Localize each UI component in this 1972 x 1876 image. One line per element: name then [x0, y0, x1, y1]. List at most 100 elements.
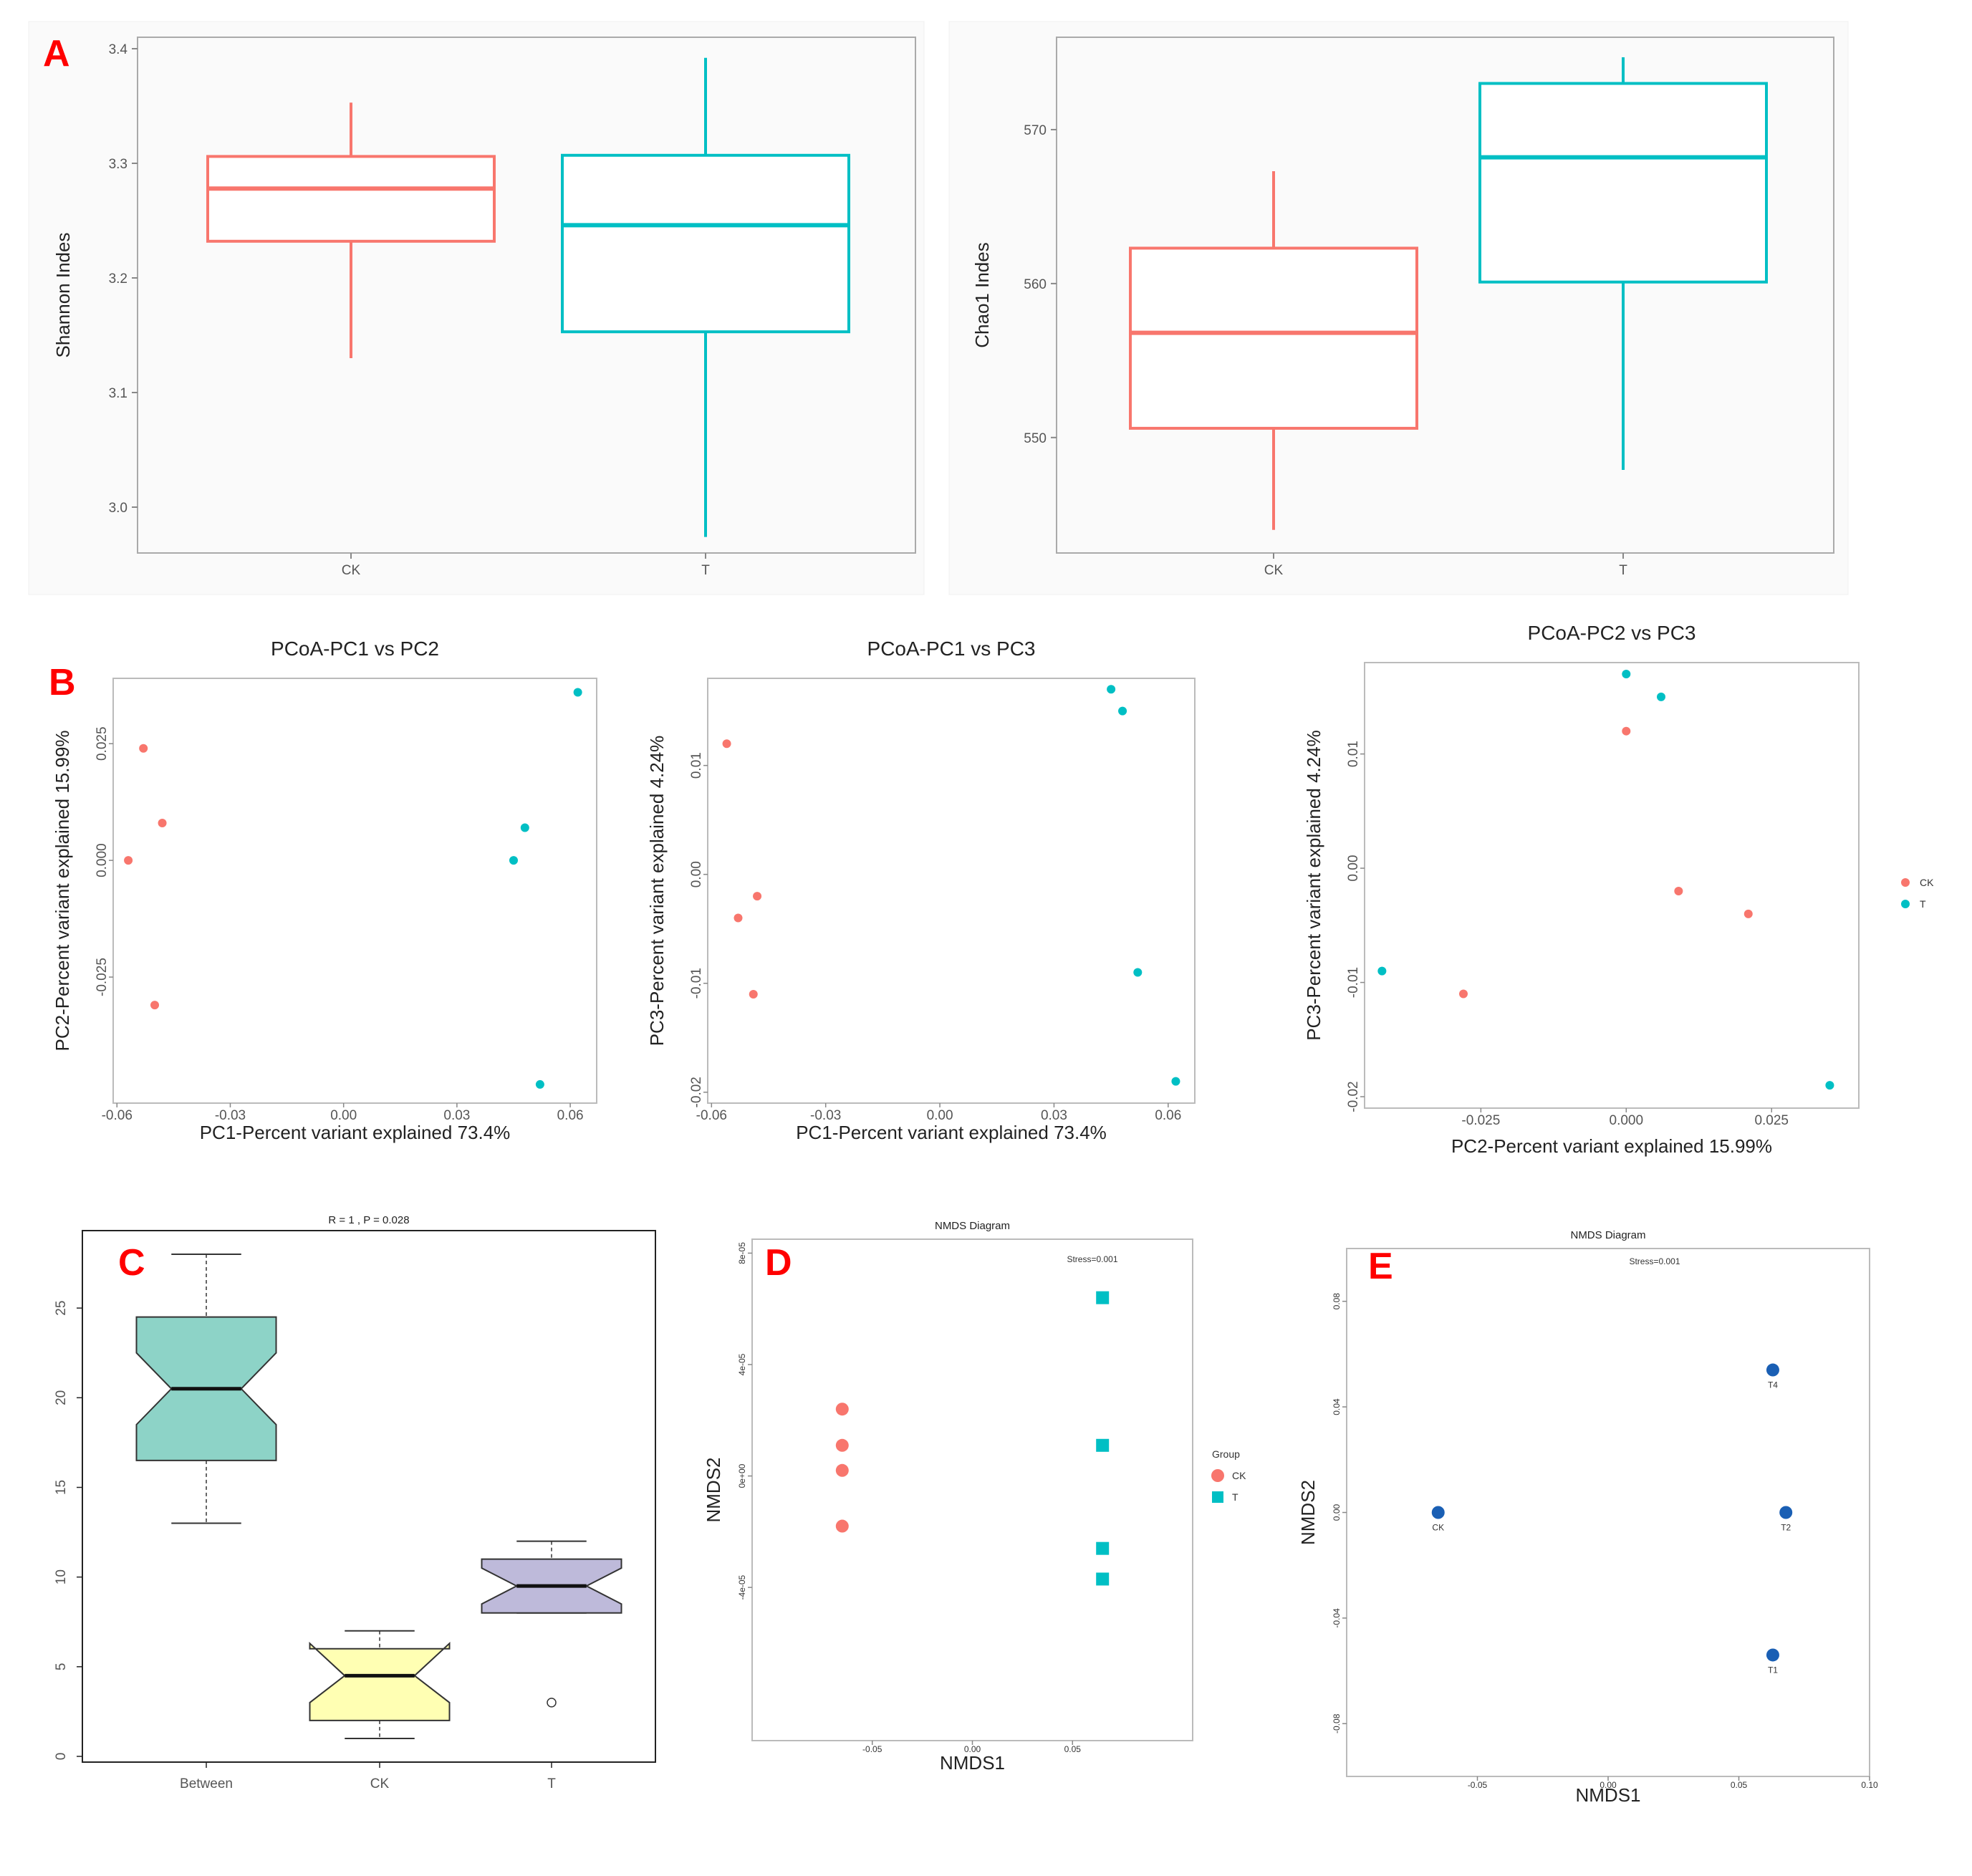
- plot-area: [1056, 37, 1834, 554]
- x-tick-label: 0.025: [1754, 1113, 1789, 1128]
- x-tick-label: 0.000: [1610, 1113, 1644, 1128]
- legend-label: CK: [1232, 1470, 1246, 1481]
- chart-nmds-group: -0.05 0.00 0.05 -4e-05 0e+00 4e-05 8e-05 NMDS D…: [703, 1220, 1246, 1774]
- point-ck: [835, 1403, 849, 1416]
- y-tick-label: 3.3: [109, 157, 128, 172]
- point-ck: [835, 1519, 849, 1533]
- chart-anosim: 0 5 10 15 20 25 R = 1 , P = 0.028 Between CK T: [54, 1214, 656, 1791]
- x-axis-label: NMDS1: [940, 1752, 1005, 1774]
- x-tick-label: 0.05: [1064, 1744, 1082, 1754]
- x-tick-label: -0.03: [810, 1108, 841, 1123]
- x-tick-label: Between: [180, 1776, 233, 1791]
- y-tick-label: 0.000: [95, 843, 110, 877]
- panel-letter-c: C: [118, 1242, 145, 1284]
- y-axis-label: NMDS2: [1297, 1480, 1319, 1545]
- point-ck: [1622, 726, 1631, 736]
- chart-chao1: 550 560 570 CK T Chao1 Indes: [971, 37, 1834, 578]
- point-ck: [1459, 989, 1468, 999]
- box-t: [1478, 82, 1768, 284]
- point-t: [1096, 1438, 1110, 1452]
- y-axis-label: Shannon Indes: [52, 233, 74, 358]
- point-ck: [1674, 886, 1683, 895]
- y-tick-label: 20: [54, 1390, 69, 1405]
- chart-title: PCoA-PC1 vs PC3: [867, 638, 1036, 660]
- x-tick-label: 0.03: [1041, 1108, 1067, 1123]
- legend-swatch-ck: [1901, 878, 1910, 887]
- point-t: [573, 688, 582, 697]
- point-t: [1096, 1572, 1110, 1586]
- y-tick-label: -0.04: [1332, 1608, 1342, 1628]
- point-ck: [749, 989, 758, 999]
- point-ck: [124, 856, 133, 865]
- y-tick-label: 550: [1024, 431, 1047, 446]
- y-axis-label: Chao1 Indes: [971, 242, 993, 347]
- legend-label: T: [1232, 1491, 1238, 1503]
- y-tick-label: 0.00: [1332, 1504, 1342, 1521]
- y-tick-label: -4e-05: [737, 1574, 747, 1600]
- y-tick-label: 0.025: [95, 726, 110, 761]
- plot-area: [1364, 662, 1860, 1109]
- panel-letter-b: B: [49, 662, 76, 703]
- x-tick-label: -0.03: [215, 1108, 246, 1123]
- y-tick-label: 15: [54, 1480, 69, 1495]
- stress-annotation: Stress=0.001: [1629, 1256, 1680, 1266]
- plot-area: [137, 37, 916, 554]
- y-axis-label: NMDS2: [703, 1457, 724, 1522]
- stress-annotation: Stress=0.001: [1067, 1254, 1117, 1264]
- y-tick-label: -0.02: [1346, 1081, 1361, 1112]
- y-tick-label: 25: [54, 1301, 69, 1316]
- chart-pcoa-pc1-pc3: -0.06 -0.03 0.00 0.03 0.06 -0.02 -0.01 0.00 0.01…: [646, 638, 1196, 1143]
- x-tick-label: 0.00: [964, 1744, 981, 1754]
- point-t: [1133, 968, 1143, 977]
- y-tick-label: 10: [54, 1569, 69, 1584]
- y-tick-label: 8e-05: [737, 1242, 747, 1264]
- point-ck: [150, 1001, 160, 1010]
- plot-area: [707, 678, 1196, 1104]
- outlier-point: [547, 1698, 557, 1708]
- y-tick-label: 0.00: [689, 861, 704, 888]
- chart-pcoa-pc1-pc2: -0.06 -0.03 0.00 0.03 0.06 -0.025 0.000 0.025 PC…: [52, 638, 597, 1143]
- point-t: [1118, 706, 1127, 716]
- point-samples: [1766, 1648, 1779, 1662]
- point-ck: [158, 819, 167, 828]
- y-tick-label: -0.08: [1332, 1713, 1342, 1733]
- point-label: T2: [1781, 1523, 1791, 1533]
- x-tick-label: T: [1619, 563, 1627, 578]
- y-axis-label: PC3-Percent variant explained 4.24%: [646, 736, 668, 1047]
- x-axis-label: PC2-Percent variant explained 15.99%: [1451, 1135, 1772, 1157]
- y-tick-label: 560: [1024, 277, 1047, 292]
- point-t: [1096, 1541, 1110, 1555]
- point-label: T4: [1768, 1380, 1778, 1390]
- point-t: [1825, 1081, 1834, 1090]
- y-tick-label: -0.025: [95, 958, 110, 996]
- legend-swatch-t: [1212, 1491, 1223, 1503]
- notched-box-ck: [309, 1641, 451, 1721]
- point-samples: [1431, 1506, 1445, 1519]
- plot-area: [82, 1230, 656, 1763]
- legend-title: Group: [1212, 1448, 1240, 1460]
- x-axis-label: PC1-Percent variant explained 73.4%: [796, 1122, 1107, 1143]
- point-label: CK: [1432, 1523, 1444, 1533]
- legend-swatch-t: [1901, 900, 1910, 908]
- x-tick-label: 0.00: [927, 1108, 953, 1123]
- y-tick-label: 0.00: [1346, 855, 1361, 882]
- point-t: [1171, 1077, 1180, 1086]
- y-tick-label: 570: [1024, 123, 1047, 138]
- x-axis-label: NMDS1: [1575, 1784, 1640, 1806]
- x-tick-label: 0.00: [330, 1108, 357, 1123]
- box-ck: [1129, 246, 1418, 430]
- x-tick-label: CK: [342, 563, 361, 578]
- point-t: [1377, 966, 1387, 976]
- point-t: [1107, 685, 1116, 694]
- box-t: [561, 153, 850, 334]
- point-ck: [753, 892, 762, 901]
- panel-letter-a: A: [43, 33, 70, 74]
- y-tick-label: 3.2: [109, 271, 128, 287]
- y-tick-label: 3.4: [109, 42, 128, 57]
- x-tick-label: 0.00: [1600, 1780, 1617, 1790]
- y-tick-label: 0.01: [1346, 741, 1361, 767]
- x-tick-label: 0.10: [1861, 1780, 1878, 1790]
- y-tick-label: 3.1: [109, 386, 128, 401]
- point-t: [1096, 1291, 1110, 1304]
